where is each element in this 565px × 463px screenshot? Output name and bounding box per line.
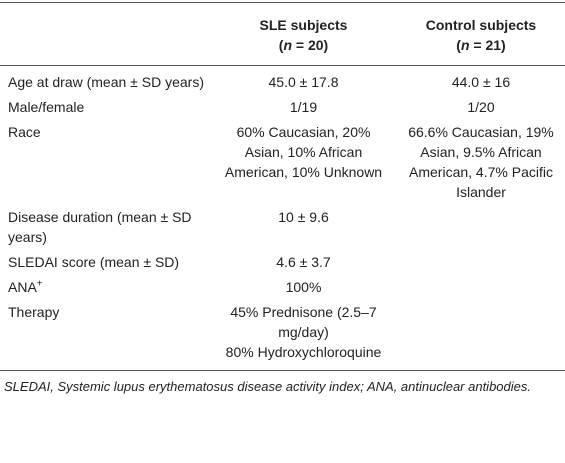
value-cell [395, 300, 565, 371]
value-cell: 4.6 ± 3.7 [210, 250, 395, 275]
footnote: SLEDAI, Systemic lupus erythematosus dis… [4, 379, 531, 394]
row-label: Disease duration (mean ± SD years) [0, 205, 210, 250]
cell-line: 100% [285, 279, 322, 295]
value-cell [395, 275, 565, 300]
row-label: Age at draw (mean ± SD years) [0, 66, 210, 96]
value-cell: 1/20 [395, 95, 565, 120]
value-cell [395, 250, 565, 275]
cell-line: 1/20 [467, 99, 495, 115]
row-label-text: Therapy [8, 304, 60, 320]
data-table: SLE subjects (n = 20) Control subjects (n =… [0, 2, 565, 371]
row-label-text: Race [8, 124, 41, 140]
value-cell: 60% Caucasian, 20% Asian, 10% African Am… [210, 120, 395, 205]
header-sub-part: ( [456, 37, 461, 53]
cell-line: 4.6 ± 3.7 [276, 254, 331, 270]
value-cell: 100% [210, 275, 395, 300]
row-label-text: SLEDAI score (mean ± SD) [8, 254, 180, 270]
header-sub-part: = 20) [292, 37, 329, 53]
row-label-text: Disease duration (mean ± SD years) [8, 209, 192, 245]
value-cell: 1/19 [210, 95, 395, 120]
header-cell: Control subjects (n = 21) [395, 3, 565, 66]
header-sub: (n = 20) [218, 35, 389, 55]
header-sub: (n = 21) [403, 35, 559, 55]
row-label: ANA+ [0, 275, 210, 300]
value-cell: 44.0 ± 16 [395, 66, 565, 96]
cell-line: 45.0 ± 17.8 [268, 74, 339, 90]
table-row: ANA+ 100% [0, 275, 565, 300]
cell-line: 44.0 ± 16 [451, 74, 511, 90]
header-sub-part: ( [278, 37, 284, 53]
row-label-text: Male/female [8, 99, 85, 115]
row-label-text: ANA [8, 279, 37, 295]
table-row: Race 60% Caucasian, 20% Asian, 10% Africa… [0, 120, 565, 205]
cell-line: 60% Caucasian, 20% Asian, 10% African Am… [224, 124, 383, 180]
header-cell [0, 3, 210, 66]
row-label-sup: + [36, 278, 43, 290]
table-row: SLEDAI score (mean ± SD) 4.6 ± 3.7 [0, 250, 565, 275]
row-label: Male/female [0, 95, 210, 120]
table-row: Male/female 1/19 1/20 [0, 95, 565, 120]
row-label: Therapy [0, 300, 210, 371]
header-row: SLE subjects (n = 20) Control subjects (n =… [0, 3, 565, 66]
cell-line: 80% Hydroxychloroquine [225, 344, 382, 360]
cell-line: 45% Prednisone (2.5–7 mg/day) [230, 304, 377, 340]
row-label: Race [0, 120, 210, 205]
table-row: Disease duration (mean ± SD years) 10 ± 9… [0, 205, 565, 250]
table-row: Age at draw (mean ± SD years) 45.0 ± 17.8… [0, 66, 565, 96]
table-row: Therapy 45% Prednisone (2.5–7 mg/day) 80% … [0, 300, 565, 371]
header-title: Control subjects [425, 17, 537, 33]
header-sub-part: n [460, 37, 470, 53]
row-label-text: Age at draw (mean ± SD years) [8, 74, 204, 90]
header-title: SLE subjects [259, 17, 348, 33]
value-cell: 10 ± 9.6 [210, 205, 395, 250]
header-sub-part: = 21) [469, 37, 506, 53]
cell-line: 66.6% Caucasian, 19% Asian, 9.5% African… [408, 124, 554, 200]
row-label: SLEDAI score (mean ± SD) [0, 250, 210, 275]
value-cell: 66.6% Caucasian, 19% Asian, 9.5% African… [395, 120, 565, 205]
cell-line: 10 ± 9.6 [278, 209, 329, 225]
value-cell: 45% Prednisone (2.5–7 mg/day) 80% Hydroxy… [210, 300, 395, 371]
cell-line: 1/19 [289, 99, 318, 115]
header-cell: SLE subjects (n = 20) [210, 3, 395, 66]
header-sub-part: n [283, 37, 293, 53]
value-cell [395, 205, 565, 250]
value-cell: 45.0 ± 17.8 [210, 66, 395, 96]
table-body: Age at draw (mean ± SD years) 45.0 ± 17.8… [0, 66, 565, 371]
table-head: SLE subjects (n = 20) Control subjects (n =… [0, 3, 565, 66]
